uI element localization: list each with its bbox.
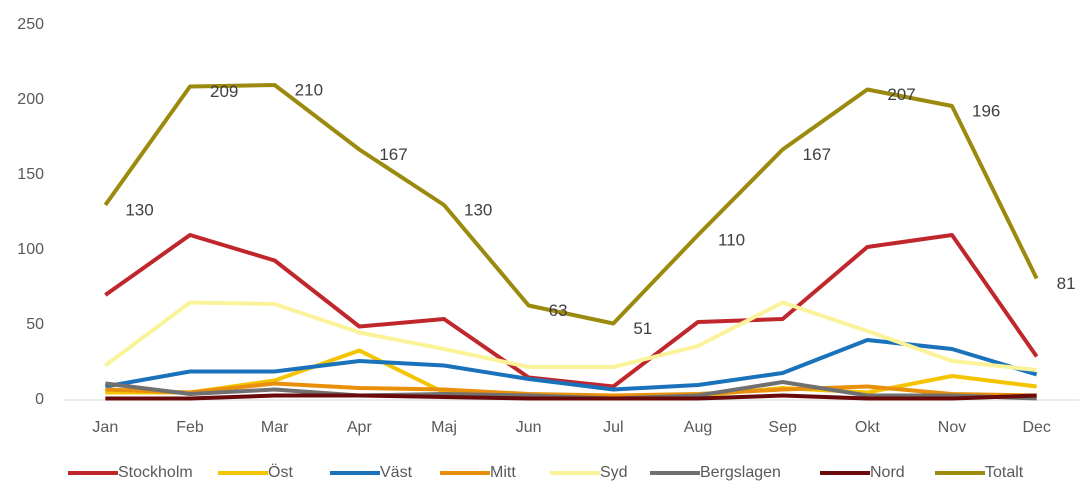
legend-label: Totalt [985,464,1024,481]
x-tick-label: Okt [855,419,880,436]
data-label: 209 [210,82,238,101]
data-label: 51 [633,319,652,338]
legend-label: Bergslagen [700,464,781,481]
legend-label: Nord [870,464,905,481]
series-line [105,381,1037,398]
data-label: 110 [718,230,745,249]
data-label: 196 [972,101,1000,120]
x-tick-label: Apr [347,419,373,436]
series-line [105,393,1037,401]
data-label: 210 [295,80,323,99]
data-label: 167 [803,145,831,164]
x-tick-label: Jan [92,419,118,436]
y-tick-label: 100 [17,241,44,258]
data-label: 207 [887,85,915,104]
data-label: 130 [125,200,153,219]
legend-label: Mitt [490,464,516,481]
x-tick-label: Nov [938,419,966,436]
x-tick-label: Maj [431,419,457,436]
legend-label: Öst [268,463,293,481]
y-tick-label: 200 [17,91,44,108]
series-line [104,233,1039,389]
y-tick-label: 250 [17,16,44,33]
legend-label: Stockholm [118,464,193,481]
data-label: 63 [549,301,568,320]
legend-label: Syd [600,464,628,481]
x-tick-label: Mar [261,419,289,436]
series-line [103,83,1039,326]
y-tick-label: 0 [35,391,44,408]
data-label: 81 [1057,274,1076,293]
data-label: 167 [379,145,407,164]
x-tick-label: Aug [684,419,712,436]
legend-label: Väst [380,464,413,481]
x-tick-label: Sep [768,419,797,436]
y-tick-label: 150 [17,166,44,183]
x-tick-label: Jul [603,419,623,436]
y-tick-label: 50 [26,316,44,333]
x-tick-label: Dec [1022,419,1050,436]
series-line [104,300,1037,372]
x-tick-label: Feb [176,419,204,436]
series-line [104,338,1038,392]
data-label: 130 [464,200,492,219]
x-tick-label: Jun [516,419,542,436]
